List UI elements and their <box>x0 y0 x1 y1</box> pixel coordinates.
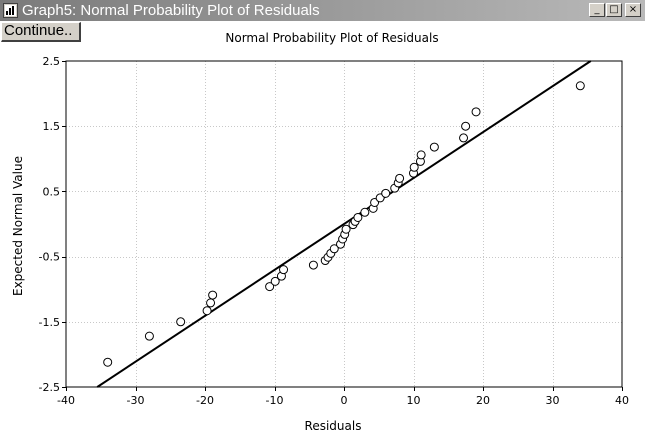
x-tick-label: -30 <box>127 394 145 407</box>
data-point <box>360 207 370 217</box>
data-point <box>381 188 391 198</box>
x-tick-label: 20 <box>476 394 490 407</box>
title-bar[interactable]: Graph5: Normal Probability Plot of Resid… <box>0 0 645 21</box>
data-point <box>353 212 363 222</box>
data-point <box>265 282 275 292</box>
data-point <box>202 306 212 316</box>
minimize-button[interactable]: _ <box>589 3 605 17</box>
x-tick-label: 30 <box>546 394 560 407</box>
data-point <box>409 162 419 172</box>
data-point <box>341 224 351 234</box>
x-tick-label: 0 <box>341 394 348 407</box>
data-point <box>308 260 318 270</box>
data-point <box>461 121 471 131</box>
y-tick-label: 0.5 <box>43 185 61 198</box>
data-point <box>103 357 113 367</box>
y-axis-label: Expected Normal Value <box>11 156 25 296</box>
data-point <box>144 331 154 341</box>
data-point <box>329 244 339 254</box>
reference-line-layer <box>96 60 592 388</box>
data-points <box>103 81 585 367</box>
data-point <box>270 276 280 286</box>
app-icon <box>3 3 18 18</box>
x-tick-label: -20 <box>196 394 214 407</box>
data-point <box>176 317 186 327</box>
axis-ticks: -40 -30 -20 -10 0 10 20 30 40 -2.5 -1.5 -0.5 0.5 1.5 2… <box>39 55 629 407</box>
window-title: Graph5: Normal Probability Plot of Resid… <box>22 2 320 19</box>
close-button[interactable]: × <box>625 3 641 17</box>
x-axis-label: Residuals <box>305 419 362 433</box>
chart-title: Normal Probability Plot of Residuals <box>225 31 438 45</box>
y-tick-label: -0.5 <box>39 251 60 264</box>
data-point <box>395 173 405 183</box>
data-point <box>575 81 585 91</box>
x-tick-label: 10 <box>407 394 421 407</box>
y-tick-label: 2.5 <box>43 55 61 68</box>
y-tick-label: -1.5 <box>39 316 60 329</box>
y-tick-label: 1.5 <box>43 120 61 133</box>
x-tick-label: -10 <box>266 394 284 407</box>
x-tick-label: 40 <box>615 394 629 407</box>
data-point <box>208 290 218 300</box>
data-point <box>459 133 469 143</box>
reference-line <box>96 60 592 388</box>
x-tick-label: -40 <box>57 394 75 407</box>
data-point <box>471 107 481 117</box>
continue-button[interactable]: Continue.. <box>1 22 81 42</box>
data-point <box>279 265 289 275</box>
data-point <box>206 298 216 308</box>
data-point <box>416 150 426 160</box>
data-point <box>429 142 439 152</box>
y-tick-label: -2.5 <box>39 381 60 394</box>
maximize-button[interactable]: □ <box>606 3 622 17</box>
